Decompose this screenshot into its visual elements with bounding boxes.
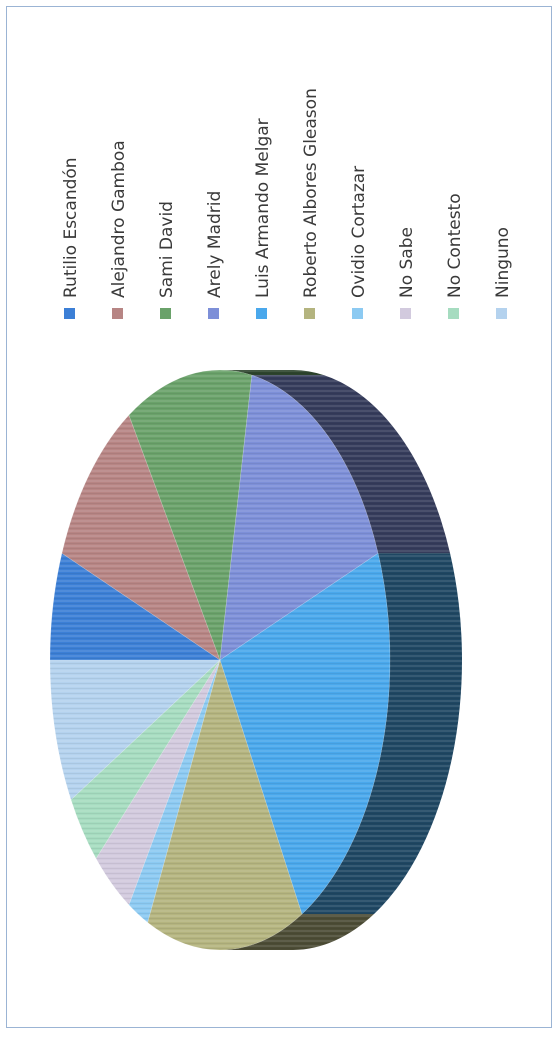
- pie-depth: [221, 370, 463, 950]
- legend-swatch-3: [208, 308, 219, 319]
- legend-item-5: Roberto Albores Gleason: [301, 88, 321, 319]
- pie-side-texture-4: [301, 553, 463, 915]
- legend-swatch-8: [448, 308, 459, 319]
- legend-item-8: No Contesto: [445, 193, 465, 319]
- legend-swatch-4: [256, 308, 267, 319]
- legend-item-2: Sami David: [157, 201, 177, 319]
- pie-slice-texture-6: [128, 660, 220, 923]
- pie-slice-texture-3: [220, 375, 379, 660]
- pie-slice-texture-8: [71, 660, 220, 859]
- legend-label-9: Ninguno: [493, 227, 513, 298]
- legend-label-7: No Sabe: [397, 227, 417, 298]
- legend-item-0: Rutilio Escandón: [61, 157, 81, 319]
- legend-label-6: Ovidio Cortazar: [349, 166, 369, 298]
- legend-swatch-9: [496, 308, 507, 319]
- legend-swatch-6: [352, 308, 363, 319]
- legend-label-8: No Contesto: [445, 193, 465, 298]
- legend-label-3: Arely Madrid: [205, 191, 225, 298]
- pie-slice-texture-0: [50, 553, 220, 660]
- legend-label-0: Rutilio Escandón: [61, 157, 81, 298]
- pie-top: [49, 369, 391, 951]
- pie-slice-texture-7: [96, 660, 220, 905]
- legend-label-4: Luis Armando Melgar: [253, 118, 273, 298]
- legend: Rutilio Escandón Alejandro Gamboa Sami Dav…: [61, 88, 513, 319]
- legend-item-1: Alejandro Gamboa: [109, 140, 129, 319]
- legend-swatch-2: [160, 308, 171, 319]
- pie-slice-texture-4: [220, 553, 390, 915]
- legend-item-4: Luis Armando Melgar: [253, 118, 273, 319]
- legend-item-7: No Sabe: [397, 227, 417, 319]
- legend-item-9: Ninguno: [493, 227, 513, 319]
- pie-slice-texture-5: [147, 660, 302, 950]
- legend-swatch-7: [400, 308, 411, 319]
- legend-swatch-5: [304, 308, 315, 319]
- legend-swatch-1: [112, 308, 123, 319]
- legend-item-6: Ovidio Cortazar: [349, 166, 369, 319]
- pie-side-texture-3: [251, 375, 451, 554]
- pie-slice-texture-2: [128, 370, 252, 660]
- legend-label-2: Sami David: [157, 201, 177, 298]
- legend-label-5: Roberto Albores Gleason: [301, 88, 321, 298]
- pie-side-texture-5: [221, 914, 374, 950]
- pie-slice-texture-9: [50, 660, 220, 800]
- pie-slice-texture-1: [61, 415, 221, 660]
- legend-item-3: Arely Madrid: [205, 191, 225, 319]
- legend-swatch-0: [64, 308, 75, 319]
- legend-label-1: Alejandro Gamboa: [109, 140, 129, 298]
- pie-side-texture-2: [221, 370, 324, 376]
